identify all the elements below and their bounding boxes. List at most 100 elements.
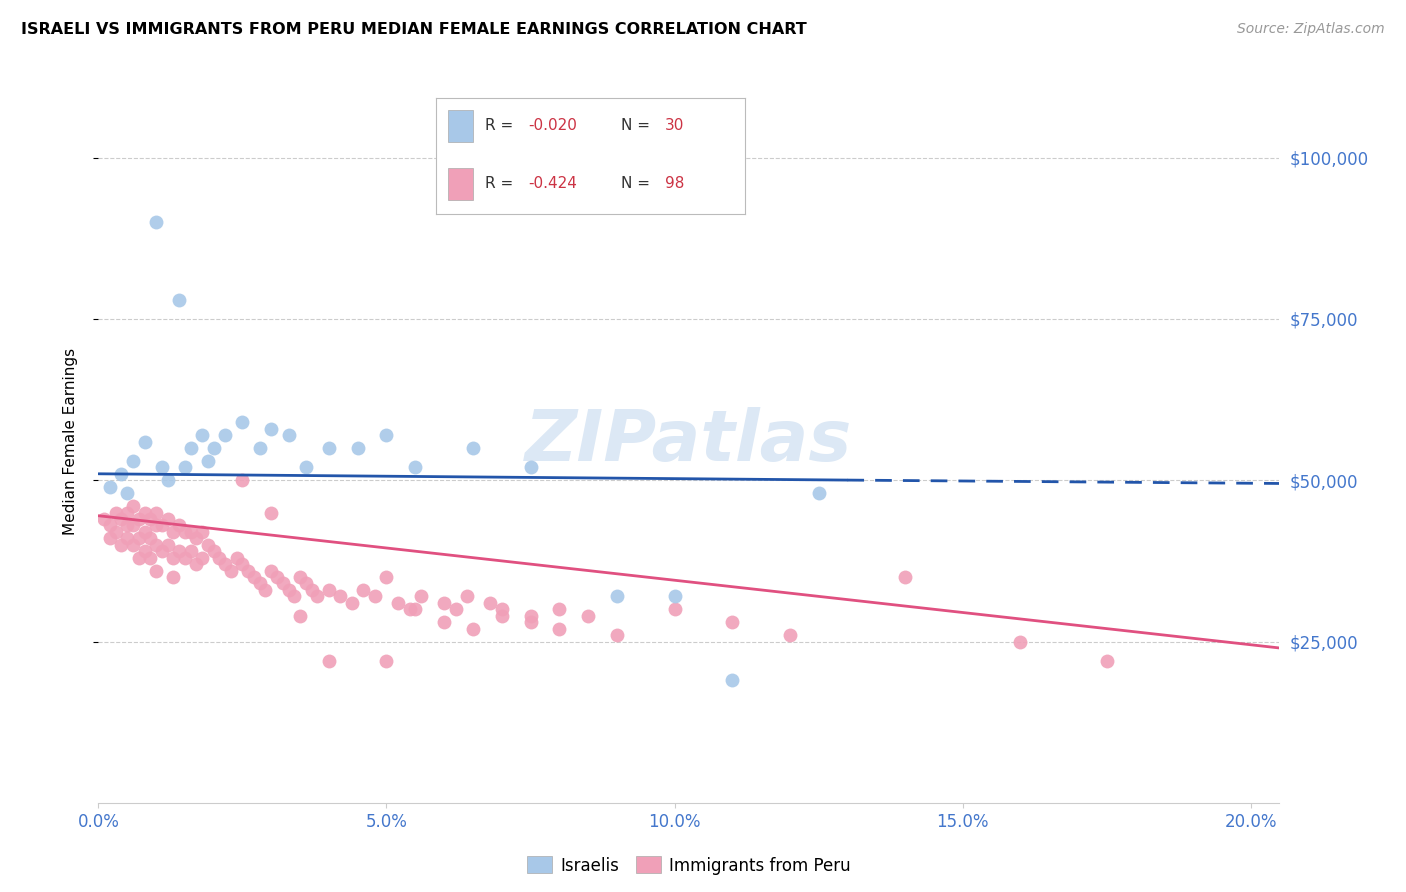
Point [122, 518, 145, 533]
Point [491, 608, 513, 623]
FancyBboxPatch shape [449, 110, 472, 142]
Point [433, 596, 456, 610]
Point [139, 550, 162, 565]
Point [461, 441, 484, 455]
Point [231, 557, 253, 571]
Point [128, 550, 150, 565]
Point [186, 531, 208, 545]
Point [329, 590, 352, 604]
Point [404, 460, 426, 475]
Point [664, 602, 686, 616]
Point [110, 538, 132, 552]
Text: ZIPatlas: ZIPatlas [526, 407, 852, 476]
Point [606, 628, 628, 642]
Point [1010, 634, 1032, 648]
Point [145, 215, 167, 229]
Point [295, 576, 318, 591]
Point [456, 590, 478, 604]
Point [307, 590, 329, 604]
Point [352, 582, 374, 597]
Point [266, 570, 288, 584]
Point [167, 544, 190, 558]
Point [156, 512, 179, 526]
Point [173, 460, 195, 475]
Text: N =: N = [621, 177, 651, 192]
Text: N =: N = [621, 119, 651, 134]
Point [243, 570, 266, 584]
Point [409, 590, 432, 604]
Point [208, 550, 231, 565]
Point [139, 512, 162, 526]
Point [197, 454, 219, 468]
Point [122, 538, 145, 552]
Text: ISRAELI VS IMMIGRANTS FROM PERU MEDIAN FEMALE EARNINGS CORRELATION CHART: ISRAELI VS IMMIGRANTS FROM PERU MEDIAN F… [21, 22, 807, 37]
Point [219, 564, 242, 578]
Point [249, 441, 271, 455]
Point [404, 602, 426, 616]
Point [150, 460, 173, 475]
Point [318, 582, 340, 597]
Point [145, 564, 167, 578]
Text: -0.020: -0.020 [529, 119, 578, 134]
Point [277, 428, 299, 442]
Point [191, 550, 214, 565]
Point [173, 524, 195, 539]
Point [548, 622, 571, 636]
Point [807, 486, 830, 500]
Point [134, 544, 156, 558]
Point [150, 518, 173, 533]
Point [398, 602, 420, 616]
Legend: Israelis, Immigrants from Peru: Israelis, Immigrants from Peru [520, 850, 858, 881]
Point [156, 473, 179, 487]
Point [115, 506, 138, 520]
Point [98, 518, 121, 533]
Point [283, 590, 305, 604]
Point [779, 628, 801, 642]
Point [664, 590, 686, 604]
Point [191, 428, 214, 442]
Point [894, 570, 917, 584]
Point [238, 564, 260, 578]
Point [519, 608, 541, 623]
Point [375, 570, 398, 584]
Point [364, 590, 387, 604]
Point [110, 512, 132, 526]
Point [104, 524, 127, 539]
Point [93, 512, 115, 526]
Point [115, 486, 138, 500]
Point [115, 518, 138, 533]
Point [519, 460, 541, 475]
Point [254, 582, 277, 597]
Point [519, 615, 541, 630]
Point [375, 654, 398, 668]
Point [134, 506, 156, 520]
Point [162, 524, 184, 539]
Point [271, 576, 294, 591]
Point [110, 467, 132, 481]
Point [98, 531, 121, 545]
Point [260, 422, 283, 436]
Point [202, 441, 225, 455]
Point [346, 441, 368, 455]
Point [173, 550, 195, 565]
Point [260, 506, 283, 520]
Point [122, 499, 145, 513]
Point [202, 544, 225, 558]
Point [156, 538, 179, 552]
Point [318, 654, 340, 668]
Point [162, 550, 184, 565]
Point [491, 602, 513, 616]
Point [191, 524, 214, 539]
Text: 98: 98 [665, 177, 685, 192]
Point [214, 557, 236, 571]
Point [260, 564, 283, 578]
Point [231, 473, 253, 487]
Point [197, 538, 219, 552]
Point [145, 518, 167, 533]
Point [180, 524, 202, 539]
Point [167, 518, 190, 533]
Point [288, 570, 311, 584]
Point [231, 415, 253, 429]
Text: 30: 30 [665, 119, 685, 134]
Point [214, 428, 236, 442]
